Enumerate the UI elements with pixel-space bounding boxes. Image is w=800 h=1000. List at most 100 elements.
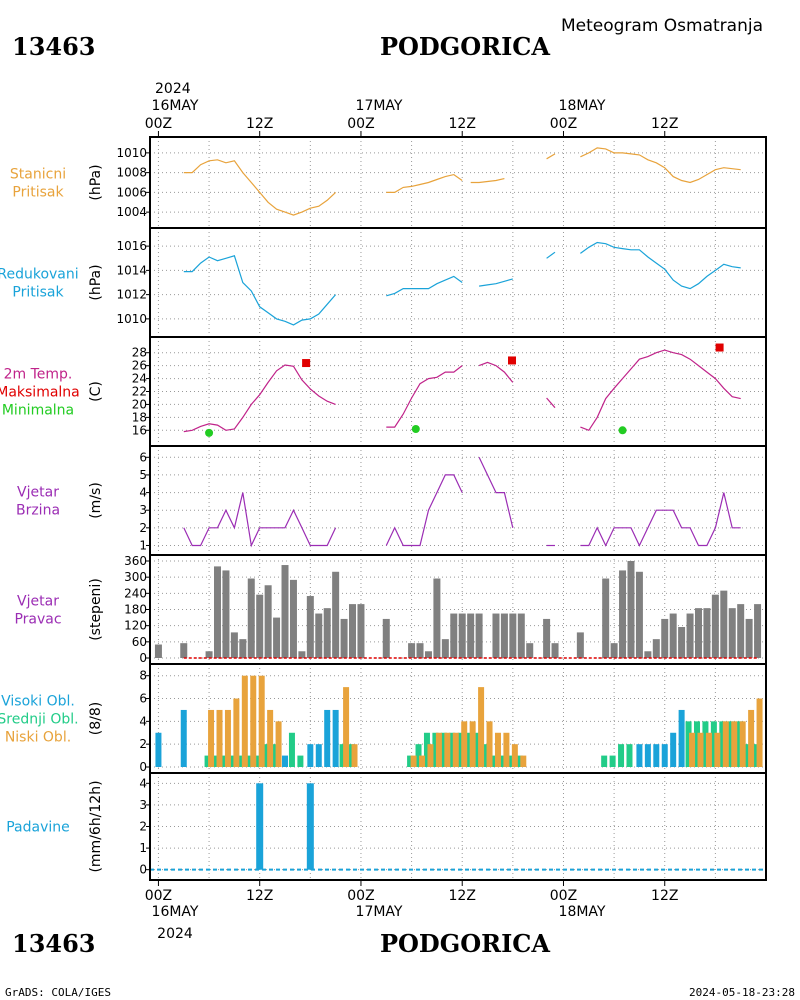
- panel-label: Maksimalna: [0, 385, 80, 401]
- wind-direction-bar: [652, 639, 660, 658]
- wind-direction-bar: [205, 651, 213, 658]
- mid-cloud-bar: [736, 721, 743, 767]
- wind-direction-bar: [450, 613, 458, 658]
- panel-label: Visoki Obl.: [1, 694, 75, 710]
- low-cloud-bar: [452, 732, 459, 767]
- wind-direction-bar: [323, 608, 331, 658]
- low-cloud-bar: [697, 732, 704, 767]
- mid-cloud-bar: [702, 721, 709, 767]
- y-tick-label: 0: [139, 863, 147, 877]
- reduced_pressure-series-line: [183, 255, 337, 326]
- top-date-label: 18MAY: [559, 98, 606, 114]
- wind-direction-bar: [332, 571, 340, 658]
- wind-direction-bar: [661, 618, 669, 658]
- low-cloud-bar: [224, 709, 231, 767]
- top-hour-label: 12Z: [651, 116, 678, 132]
- wind-direction-bar: [281, 565, 289, 658]
- y-axis-label: (8/8): [88, 702, 104, 735]
- y-tick-label: 22: [132, 385, 147, 399]
- wind-direction-bar: [306, 596, 314, 658]
- y-tick-label: 2: [139, 521, 147, 535]
- y-tick-label: 6: [139, 692, 147, 706]
- low-cloud-bar: [469, 721, 476, 767]
- y-tick-label: 120: [124, 619, 147, 633]
- wind-direction-bar: [458, 613, 466, 658]
- low-cloud-bar: [444, 732, 451, 767]
- y-tick-label: 5: [139, 468, 147, 482]
- high-cloud-bar: [307, 744, 314, 767]
- wind-direction-bar: [222, 570, 230, 658]
- y-tick-label: 180: [124, 603, 147, 617]
- station_pressure-panel: 1004 1006 1008 1010 (hPa) Stanicni Pritisak: [10, 136, 767, 229]
- temperature-series-line: [183, 364, 336, 433]
- low-cloud-bar: [241, 675, 248, 767]
- y-axis-label: (m/s): [88, 482, 104, 519]
- bottom-hour-label: 00Z: [347, 888, 374, 904]
- mid-cloud-bar: [297, 755, 304, 767]
- wind-direction-bar: [644, 651, 652, 658]
- top-hour-label: 12Z: [449, 116, 476, 132]
- wind-direction-bar: [247, 578, 255, 658]
- city-title-bottom: PODGORICA: [380, 929, 550, 958]
- bottom-hour-label: 12Z: [449, 888, 476, 904]
- bottom-date-label: 17MAY: [356, 904, 403, 920]
- low-cloud-bar: [343, 687, 350, 767]
- top-date-label: 17MAY: [356, 98, 403, 114]
- low-cloud-bar: [216, 709, 223, 767]
- low-cloud-bar: [233, 698, 240, 767]
- y-tick-label: 1010: [116, 146, 147, 160]
- wind-direction-bar: [264, 585, 272, 658]
- low-cloud-bar: [275, 721, 282, 767]
- wind-direction-bar: [543, 618, 551, 658]
- wind-direction-bar: [256, 594, 264, 658]
- low-cloud-bar: [351, 744, 358, 767]
- bottom-date-label: 16MAY: [152, 904, 199, 920]
- high-cloud-bar: [636, 744, 643, 767]
- low-cloud-bar: [722, 721, 729, 767]
- panel-label: Pritisak: [12, 285, 64, 301]
- mid-cloud-bar: [499, 755, 506, 767]
- city-title-top: PODGORICA: [380, 32, 550, 61]
- y-axis-label: (mm/6h/12h): [88, 780, 104, 872]
- mid-cloud-bar: [263, 744, 270, 767]
- low-cloud-bar: [478, 687, 485, 767]
- station_pressure-series-line: [386, 173, 463, 193]
- wind-direction-bar: [720, 590, 728, 658]
- panel-label: Srednji Obl.: [0, 712, 79, 728]
- mid-cloud-bar: [508, 755, 515, 767]
- panel-label: Brzina: [16, 503, 60, 519]
- wind-direction-bar: [619, 570, 627, 658]
- mid-cloud-bar: [609, 755, 616, 767]
- mid-cloud-bar: [685, 721, 692, 767]
- low-cloud-bar: [689, 732, 696, 767]
- y-tick-label: 360: [124, 554, 147, 568]
- y-tick-label: 1: [139, 841, 147, 855]
- wind-direction-bar: [154, 644, 162, 658]
- mid-cloud-bar: [719, 721, 726, 767]
- low-cloud-bar: [520, 755, 527, 767]
- low-cloud-bar: [410, 755, 417, 767]
- wind-direction-bar: [298, 651, 306, 658]
- low-cloud-bar: [250, 675, 257, 767]
- high-cloud-bar: [315, 744, 322, 767]
- low-cloud-bar: [486, 721, 493, 767]
- mid-cloud-bar: [238, 755, 245, 767]
- mid-cloud-bar: [272, 744, 279, 767]
- mid-cloud-bar: [440, 732, 447, 767]
- wind-direction-bar: [517, 613, 525, 658]
- low-cloud-bar: [461, 721, 468, 767]
- wind-direction-bar: [669, 613, 677, 658]
- mid-cloud-bar: [221, 755, 228, 767]
- wind-direction-bar: [408, 643, 416, 658]
- bottom-hour-label: 00Z: [145, 888, 172, 904]
- wind-direction-bar: [737, 604, 745, 658]
- station_pressure-frame: [149, 136, 767, 229]
- y-tick-label: 1: [139, 538, 147, 552]
- wind-direction-bar: [424, 651, 432, 658]
- top-hour-label: 00Z: [145, 116, 172, 132]
- top-hour-label: 00Z: [347, 116, 374, 132]
- wind-direction-bar: [467, 613, 475, 658]
- low-cloud-bar: [714, 732, 721, 767]
